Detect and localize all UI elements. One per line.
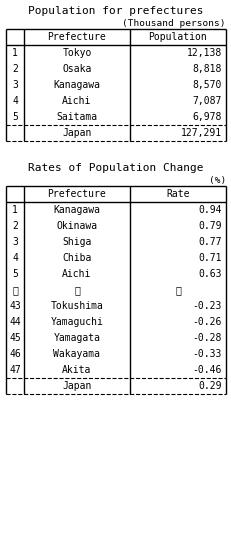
Text: -0.46: -0.46	[192, 365, 221, 375]
Text: Shiga: Shiga	[62, 237, 91, 247]
Text: 47: 47	[9, 365, 21, 375]
Text: 7,087: 7,087	[192, 96, 221, 106]
Text: 44: 44	[9, 317, 21, 327]
Text: Aichi: Aichi	[62, 269, 91, 279]
Text: -0.28: -0.28	[192, 333, 221, 343]
Text: 43: 43	[9, 301, 21, 311]
Text: Kanagawa: Kanagawa	[53, 80, 100, 90]
Text: 5: 5	[12, 112, 18, 122]
Text: Akita: Akita	[62, 365, 91, 375]
Text: ⋮: ⋮	[12, 285, 18, 295]
Text: Japan: Japan	[62, 381, 91, 391]
Text: Japan: Japan	[62, 128, 91, 138]
Text: Tokushima: Tokushima	[50, 301, 103, 311]
Text: 4: 4	[12, 96, 18, 106]
Text: Prefecture: Prefecture	[47, 189, 106, 199]
Text: ⋮: ⋮	[74, 285, 80, 295]
Text: Osaka: Osaka	[62, 64, 91, 74]
Text: 8,570: 8,570	[192, 80, 221, 90]
Text: Rates of Population Change: Rates of Population Change	[28, 163, 203, 173]
Text: 3: 3	[12, 80, 18, 90]
Text: Population: Population	[148, 32, 207, 42]
Text: Aichi: Aichi	[62, 96, 91, 106]
Text: (Thousand persons): (Thousand persons)	[122, 19, 225, 28]
Text: 0.63: 0.63	[198, 269, 221, 279]
Text: 0.94: 0.94	[198, 205, 221, 215]
Text: -0.33: -0.33	[192, 349, 221, 359]
Text: Yamagata: Yamagata	[53, 333, 100, 343]
Text: 12,138: 12,138	[186, 48, 221, 58]
Text: -0.23: -0.23	[192, 301, 221, 311]
Text: (%): (%)	[208, 176, 225, 185]
Text: 4: 4	[12, 253, 18, 263]
Text: 45: 45	[9, 333, 21, 343]
Text: Saitama: Saitama	[56, 112, 97, 122]
Text: 0.71: 0.71	[198, 253, 221, 263]
Text: 1: 1	[12, 205, 18, 215]
Text: Prefecture: Prefecture	[47, 32, 106, 42]
Text: 1: 1	[12, 48, 18, 58]
Text: 2: 2	[12, 64, 18, 74]
Text: Rate: Rate	[166, 189, 189, 199]
Text: Kanagawa: Kanagawa	[53, 205, 100, 215]
Text: -0.26: -0.26	[192, 317, 221, 327]
Text: Tokyo: Tokyo	[62, 48, 91, 58]
Text: Okinawa: Okinawa	[56, 221, 97, 231]
Text: 3: 3	[12, 237, 18, 247]
Text: Chiba: Chiba	[62, 253, 91, 263]
Text: 46: 46	[9, 349, 21, 359]
Text: 0.79: 0.79	[198, 221, 221, 231]
Text: 8,818: 8,818	[192, 64, 221, 74]
Text: 0.77: 0.77	[198, 237, 221, 247]
Text: Population for prefectures: Population for prefectures	[28, 6, 203, 16]
Text: ⋮: ⋮	[174, 285, 180, 295]
Text: 2: 2	[12, 221, 18, 231]
Text: Yamaguchi: Yamaguchi	[50, 317, 103, 327]
Text: 0.29: 0.29	[198, 381, 221, 391]
Text: 6,978: 6,978	[192, 112, 221, 122]
Text: 5: 5	[12, 269, 18, 279]
Text: Wakayama: Wakayama	[53, 349, 100, 359]
Text: 127,291: 127,291	[180, 128, 221, 138]
